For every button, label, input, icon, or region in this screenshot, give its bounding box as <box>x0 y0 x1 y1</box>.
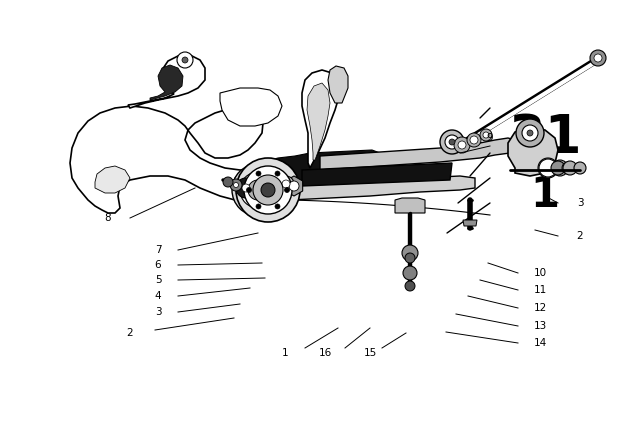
Polygon shape <box>70 106 302 213</box>
Polygon shape <box>302 70 340 168</box>
Circle shape <box>405 253 415 263</box>
Circle shape <box>261 183 275 197</box>
Polygon shape <box>220 88 282 126</box>
Text: 5: 5 <box>155 275 161 285</box>
Polygon shape <box>307 83 330 160</box>
Circle shape <box>480 129 492 141</box>
Text: 11: 11 <box>533 285 547 295</box>
Polygon shape <box>463 220 477 226</box>
Circle shape <box>275 171 280 176</box>
Text: 2: 2 <box>127 328 133 338</box>
Circle shape <box>177 52 193 68</box>
Circle shape <box>516 119 544 147</box>
Text: 12: 12 <box>533 303 547 313</box>
Circle shape <box>244 166 292 214</box>
Circle shape <box>256 171 261 176</box>
Circle shape <box>275 204 280 209</box>
Polygon shape <box>235 150 380 190</box>
Text: 14: 14 <box>533 338 547 348</box>
Polygon shape <box>128 55 205 108</box>
Circle shape <box>449 139 455 145</box>
Circle shape <box>574 162 586 174</box>
Text: 7: 7 <box>155 245 161 255</box>
Text: 1: 1 <box>282 348 288 358</box>
Circle shape <box>551 161 565 175</box>
Circle shape <box>403 266 417 280</box>
Circle shape <box>527 130 533 136</box>
Text: 8: 8 <box>105 213 111 223</box>
Circle shape <box>467 133 481 147</box>
Circle shape <box>182 57 188 63</box>
Text: 3: 3 <box>155 307 161 317</box>
Polygon shape <box>320 138 518 170</box>
Polygon shape <box>290 176 475 200</box>
Circle shape <box>538 158 558 178</box>
Circle shape <box>454 137 470 153</box>
Circle shape <box>552 160 568 176</box>
Circle shape <box>223 177 233 187</box>
Circle shape <box>236 158 300 222</box>
Circle shape <box>248 180 268 200</box>
Text: 2: 2 <box>577 231 583 241</box>
Circle shape <box>282 180 290 188</box>
Circle shape <box>234 182 239 188</box>
Text: 10: 10 <box>533 268 547 278</box>
Circle shape <box>483 132 489 138</box>
Circle shape <box>256 204 261 209</box>
Circle shape <box>405 281 415 291</box>
Text: 9: 9 <box>486 133 493 143</box>
Circle shape <box>563 161 577 175</box>
Circle shape <box>562 162 574 174</box>
Circle shape <box>285 188 289 193</box>
Polygon shape <box>302 163 452 186</box>
Polygon shape <box>508 128 558 176</box>
Polygon shape <box>95 166 130 193</box>
Circle shape <box>236 178 256 198</box>
Circle shape <box>242 184 250 192</box>
Circle shape <box>289 181 299 191</box>
Circle shape <box>253 175 283 205</box>
Circle shape <box>246 188 252 193</box>
Circle shape <box>445 135 459 149</box>
Polygon shape <box>395 198 425 213</box>
Text: 13: 13 <box>533 321 547 331</box>
Circle shape <box>522 125 538 141</box>
Circle shape <box>230 179 242 191</box>
Circle shape <box>539 159 557 177</box>
Text: 3: 3 <box>577 198 583 208</box>
Circle shape <box>594 54 602 62</box>
Text: 31: 31 <box>508 112 582 164</box>
Circle shape <box>590 50 606 66</box>
Circle shape <box>402 245 418 261</box>
Circle shape <box>232 164 284 216</box>
Circle shape <box>470 136 478 144</box>
Polygon shape <box>285 176 303 196</box>
Circle shape <box>458 141 466 149</box>
Polygon shape <box>328 66 348 103</box>
Circle shape <box>278 176 294 192</box>
Text: 16: 16 <box>318 348 332 358</box>
Circle shape <box>440 130 464 154</box>
Text: 1: 1 <box>531 174 559 216</box>
Text: 6: 6 <box>155 260 161 270</box>
Circle shape <box>240 172 276 208</box>
Text: 15: 15 <box>364 348 376 358</box>
Text: 4: 4 <box>155 291 161 301</box>
Polygon shape <box>150 65 183 100</box>
